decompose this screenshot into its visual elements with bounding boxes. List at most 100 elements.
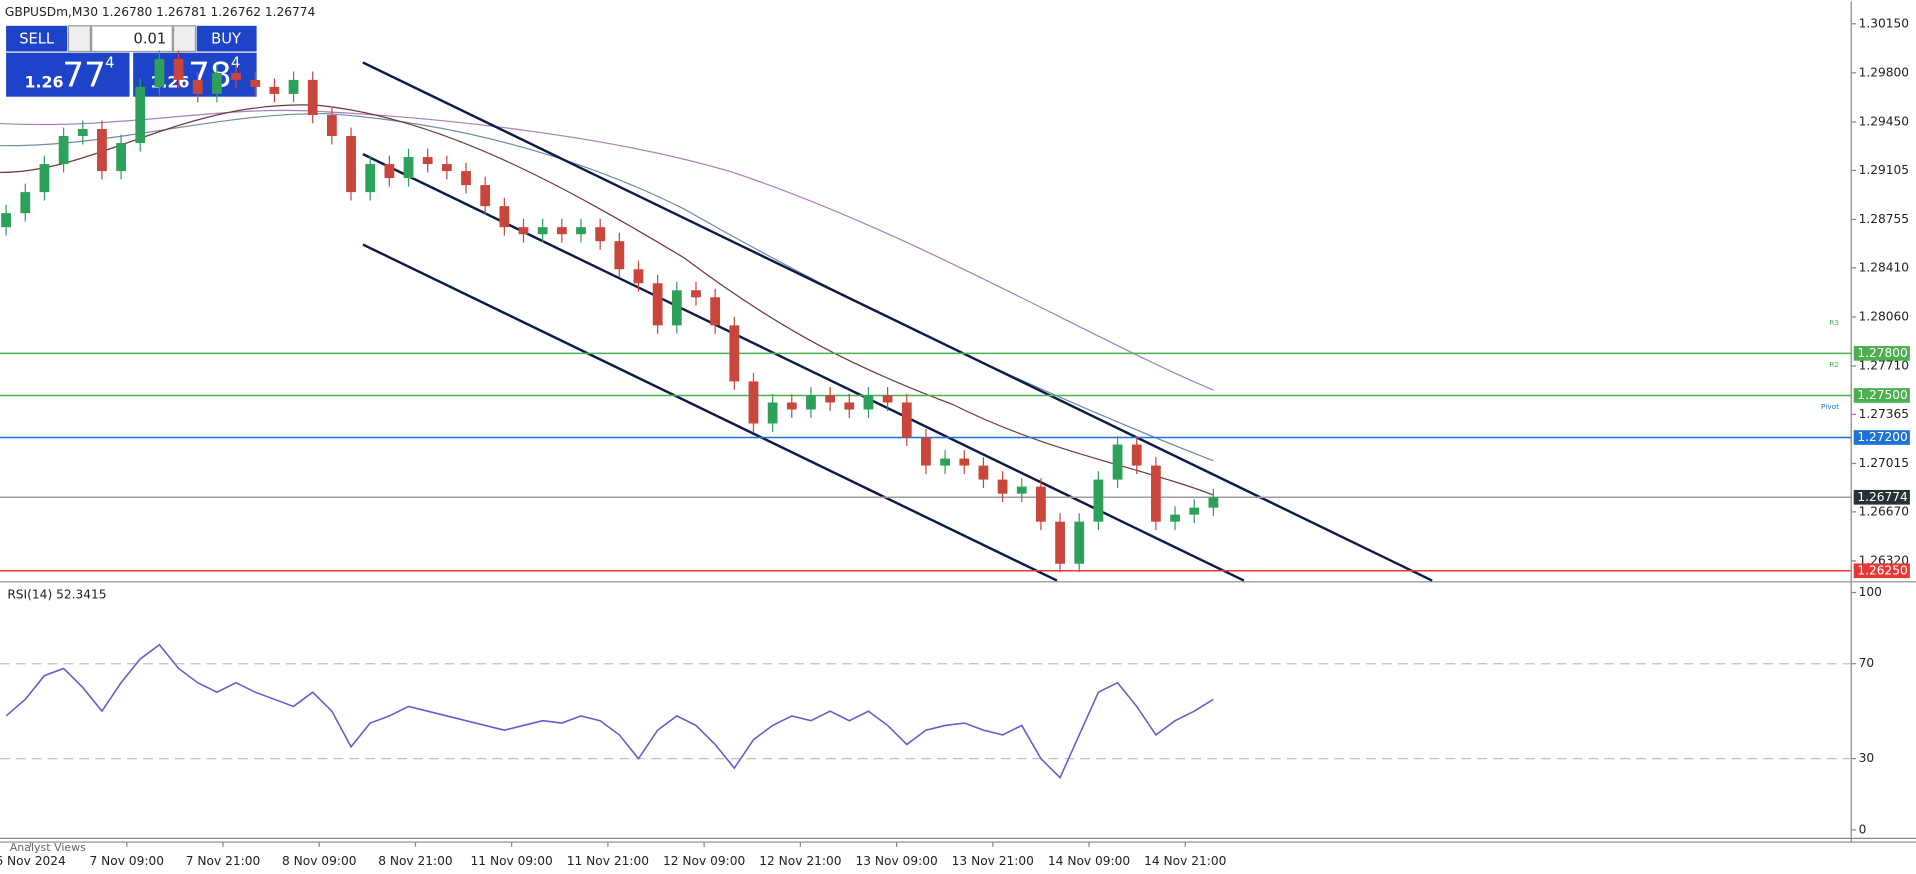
candle-body	[1036, 486, 1046, 522]
candle-body	[20, 192, 31, 214]
candle-body	[97, 128, 107, 172]
candle-body	[652, 283, 663, 326]
sell-label: SELL	[19, 30, 55, 47]
candle-body	[671, 290, 682, 326]
bid-frac: 4	[105, 55, 114, 72]
candle-body	[691, 290, 701, 298]
y-tick-label: 1.27015	[1859, 456, 1909, 470]
candle-body	[556, 227, 567, 235]
candle-body	[288, 79, 299, 94]
candle-body	[403, 157, 414, 179]
footer-tab: Analyst Views	[10, 841, 86, 854]
candle-body	[1, 213, 11, 228]
x-tick-label: 12 Nov 09:00	[663, 854, 745, 868]
candle-body	[1170, 514, 1180, 522]
x-tick-label: 13 Nov 21:00	[952, 854, 1034, 868]
price-level-tag	[1853, 430, 1910, 445]
y-tick-label: 1.29105	[1859, 163, 1909, 177]
candle-body	[978, 465, 989, 480]
ask-frac: 4	[231, 55, 240, 72]
level-name: Pivot	[1821, 402, 1839, 411]
candle-body	[1016, 486, 1027, 494]
candle-body	[921, 437, 931, 466]
lot-down[interactable]	[67, 25, 92, 53]
x-tick-label: 8 Nov 21:00	[378, 854, 453, 868]
lot-up[interactable]	[172, 25, 197, 53]
candle-body	[633, 269, 644, 284]
channel-line	[362, 243, 1058, 582]
candle-body	[250, 79, 261, 87]
candle-body	[901, 402, 912, 438]
candle-body	[116, 143, 126, 172]
candle-body	[806, 395, 816, 410]
candle-body	[192, 79, 203, 94]
candle-body	[480, 185, 491, 207]
candle-body	[154, 58, 165, 87]
lot-input[interactable]	[91, 25, 173, 53]
level-name: R2	[1829, 360, 1839, 369]
candle-body	[767, 402, 778, 424]
y-tick-label: 1.28410	[1859, 260, 1909, 274]
x-tick-label: 8 Nov 09:00	[282, 854, 357, 868]
candle-body	[422, 157, 433, 165]
x-tick-label: 13 Nov 09:00	[855, 854, 937, 868]
x-tick-label: 7 Nov 09:00	[90, 854, 165, 868]
candle-body	[576, 227, 586, 235]
y-tick-label: 1.27365	[1859, 407, 1909, 421]
y-tick-label: 1.28060	[1859, 309, 1909, 323]
candle-body	[346, 136, 356, 193]
candle-body	[518, 227, 529, 235]
x-tick-label: 14 Nov 09:00	[1048, 854, 1130, 868]
candle-body	[959, 458, 970, 466]
rsi-tick-label: 100	[1859, 585, 1882, 599]
candle-body	[307, 79, 318, 115]
candle-body	[1189, 507, 1200, 515]
rsi-title: RSI(14) 52.3415	[7, 588, 106, 602]
sell-button[interactable]	[6, 25, 68, 52]
rsi-tick-label: 0	[1859, 822, 1867, 836]
x-tick-label: 7 Nov 21:00	[186, 854, 261, 868]
candle-body	[863, 395, 874, 410]
y-tick-label: 1.29450	[1859, 114, 1909, 128]
candle-body	[537, 227, 548, 235]
x-tick-label: 12 Nov 21:00	[759, 854, 841, 868]
price-level-label: 1.27200	[1857, 430, 1907, 444]
bid-pips: 77	[62, 56, 106, 96]
rsi-tick-label: 70	[1859, 656, 1875, 670]
candle-body	[1112, 444, 1123, 480]
candle-body	[940, 458, 950, 466]
candle-body	[441, 164, 452, 172]
price-level-label: 1.26250	[1857, 563, 1907, 577]
price-level-label: 1.26774	[1857, 490, 1908, 504]
candle-body	[1074, 521, 1085, 564]
candle-body	[39, 164, 50, 193]
price-level-label: 1.27500	[1857, 388, 1907, 402]
level-name: R3	[1829, 318, 1839, 327]
candle-body	[212, 72, 222, 94]
candle-body	[1208, 497, 1219, 508]
candle-body	[997, 479, 1008, 494]
candle-body	[499, 206, 510, 228]
y-tick-label: 1.27710	[1859, 359, 1909, 373]
candle-body	[365, 164, 376, 193]
candle-body	[135, 86, 146, 144]
candle-body	[269, 86, 280, 94]
candle-body	[326, 114, 337, 137]
bid-box[interactable]	[6, 52, 130, 97]
x-tick-label: 11 Nov 09:00	[471, 854, 553, 868]
candle-body	[882, 395, 893, 403]
buy-label: BUY	[211, 30, 241, 47]
y-tick-label: 1.30150	[1859, 16, 1909, 30]
candle-body	[1151, 465, 1161, 522]
price-level-tag	[1853, 489, 1910, 505]
moving-average	[0, 104, 1214, 496]
candle-body	[384, 164, 395, 179]
y-tick-label: 1.28755	[1859, 212, 1909, 226]
x-tick-label: 11 Nov 21:00	[567, 854, 649, 868]
candle-body	[786, 402, 797, 410]
buy-button[interactable]	[196, 25, 257, 52]
candle-body	[461, 171, 471, 186]
candle-body	[614, 241, 625, 270]
